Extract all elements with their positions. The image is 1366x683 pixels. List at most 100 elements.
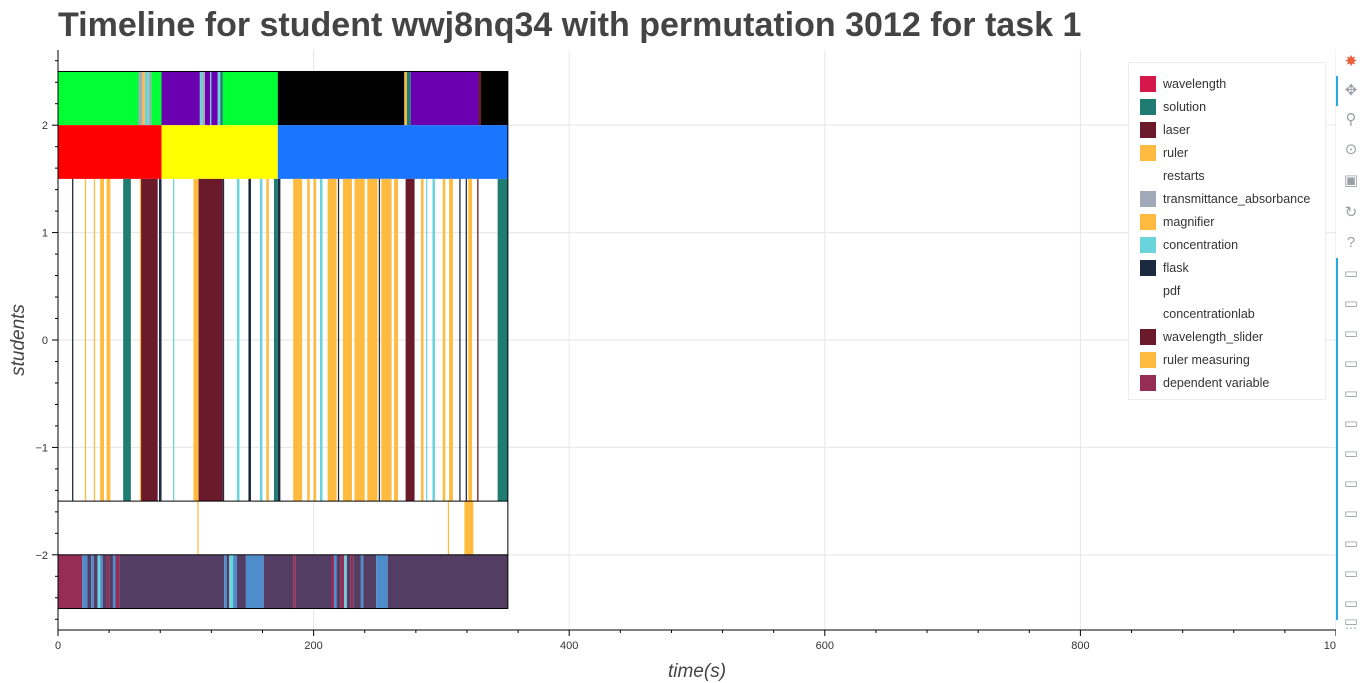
legend-item[interactable]: concentration	[1140, 233, 1325, 256]
timeline-segment	[162, 71, 200, 125]
legend-swatch	[1140, 145, 1156, 161]
lane-measuring	[197, 501, 473, 555]
legend-item[interactable]: laser	[1140, 118, 1325, 141]
timeline-segment	[274, 179, 278, 501]
hover-tool-icon[interactable]: ▭	[1340, 352, 1362, 374]
x-tick-label: 800	[1071, 640, 1089, 652]
hover-tool-icon[interactable]: ▭	[1340, 532, 1362, 554]
timeline-segment	[107, 555, 110, 609]
legend-label: restarts	[1163, 169, 1205, 183]
timeline-segment	[293, 179, 302, 501]
timeline-segment	[82, 555, 87, 609]
pan-tool-icon[interactable]: ✥	[1340, 79, 1362, 101]
legend-label: solution	[1163, 100, 1206, 114]
legend-item[interactable]: pdf	[1140, 279, 1325, 302]
reset-tool-icon[interactable]: ↻	[1340, 201, 1362, 223]
timeline-segment	[233, 555, 237, 609]
toolbar: ✸ ✥ ⚲ ⊙ ▣ ↻? ▭ ▭ ▭ ▭ ▭ ▭ ▭ ▭ ▭ ▭ ▭ ▭ ▭ ⋯	[1336, 48, 1366, 638]
legend-item[interactable]: magnifier	[1140, 210, 1325, 233]
box-zoom-tool-icon[interactable]: ⚲	[1340, 108, 1362, 130]
timeline-segment	[139, 71, 143, 125]
timeline-segment	[314, 179, 317, 501]
lane-phase	[58, 125, 508, 179]
legend-item[interactable]: dependent variable	[1140, 371, 1325, 394]
bokeh-logo-icon[interactable]: ✸	[1340, 50, 1362, 72]
timeline-segment	[449, 179, 453, 501]
legend-item[interactable]: flask	[1140, 256, 1325, 279]
wheel-zoom-tool-icon[interactable]: ⊙	[1340, 138, 1362, 160]
timeline-segment	[381, 179, 391, 501]
timeline-segment	[347, 555, 351, 609]
timeline-segment	[278, 125, 508, 179]
legend-item[interactable]: transmittance_absorbance	[1140, 187, 1325, 210]
timeline-segment	[211, 71, 217, 125]
timeline-segment	[199, 179, 223, 501]
timeline-segment	[481, 71, 508, 125]
x-tick-label: 400	[560, 640, 578, 652]
timeline-segment	[343, 179, 352, 501]
timeline-segment	[394, 179, 398, 501]
timeline-segment	[202, 71, 205, 125]
legend-item[interactable]: wavelength_slider	[1140, 325, 1325, 348]
x-tick-label: 600	[816, 640, 834, 652]
timeline-segment	[264, 555, 293, 609]
legend-item[interactable]: concentrationlab	[1140, 302, 1325, 325]
x-axis-label: time(s)	[668, 661, 726, 682]
hover-tool-icon[interactable]: ▭	[1340, 502, 1362, 524]
timeline-segment	[94, 179, 95, 501]
timeline-segment	[407, 71, 411, 125]
timeline-segment	[293, 555, 296, 609]
timeline-segment	[367, 179, 377, 501]
help-tool-icon[interactable]: ?	[1340, 231, 1362, 253]
timeline-segment	[498, 179, 508, 501]
legend-swatch	[1140, 122, 1156, 138]
legend-label: concentrationlab	[1163, 307, 1255, 321]
x-tick-label: 200	[304, 640, 322, 652]
timeline-segment	[478, 71, 481, 125]
timeline-segment	[466, 179, 467, 501]
timeline-segment	[119, 555, 224, 609]
timeline-segment	[260, 179, 263, 501]
timeline-segment	[162, 125, 278, 179]
timeline-segment	[224, 555, 227, 609]
timeline-segment	[91, 555, 94, 609]
legend-item[interactable]: ruler	[1140, 141, 1325, 164]
timeline-segment	[388, 555, 508, 609]
save-tool-icon[interactable]: ▣	[1340, 169, 1362, 191]
timeline-segment	[220, 71, 223, 125]
timeline-segment	[379, 179, 380, 501]
legend-swatch	[1140, 283, 1156, 299]
legend-item[interactable]: wavelength	[1140, 72, 1325, 95]
legend-label: wavelength_slider	[1163, 330, 1263, 344]
legend-item[interactable]: solution	[1140, 95, 1325, 118]
timeline-segment	[210, 71, 211, 125]
hover-tool-icon[interactable]: ▭	[1340, 382, 1362, 404]
hover-tool-icon[interactable]: ▭	[1340, 442, 1362, 464]
hover-tool-icon[interactable]: ▭	[1340, 262, 1362, 284]
timeline-segment	[58, 555, 82, 609]
hover-tool-icon[interactable]: ▭	[1340, 322, 1362, 344]
timeline-segment	[223, 179, 224, 501]
legend-item[interactable]: restarts	[1140, 164, 1325, 187]
hover-tool-icon[interactable]: ▭	[1340, 562, 1362, 584]
more-tools-icon[interactable]: ⋯	[1340, 622, 1362, 634]
timeline-segment	[197, 501, 198, 555]
timeline-segment	[237, 179, 240, 501]
timeline-segment	[58, 125, 162, 179]
legend-label: wavelength	[1163, 77, 1226, 91]
timeline-segment	[87, 555, 91, 609]
hover-tool-icon[interactable]: ▭	[1340, 412, 1362, 434]
timeline-segment	[278, 71, 405, 125]
legend-item[interactable]: ruler measuring	[1140, 348, 1325, 371]
timeline-segment	[72, 179, 73, 501]
active-tool-indicator	[1336, 76, 1338, 106]
timeline-segment	[173, 179, 174, 501]
timeline-segment	[107, 179, 111, 501]
timeline-segment	[278, 179, 281, 501]
y-tick-label: −1	[35, 442, 48, 454]
y-axis-label: students	[8, 304, 29, 376]
hover-tool-icon[interactable]: ▭	[1340, 472, 1362, 494]
timeline-segment	[426, 179, 427, 501]
timeline-segment	[307, 179, 310, 501]
hover-tool-icon[interactable]: ▭	[1340, 292, 1362, 314]
